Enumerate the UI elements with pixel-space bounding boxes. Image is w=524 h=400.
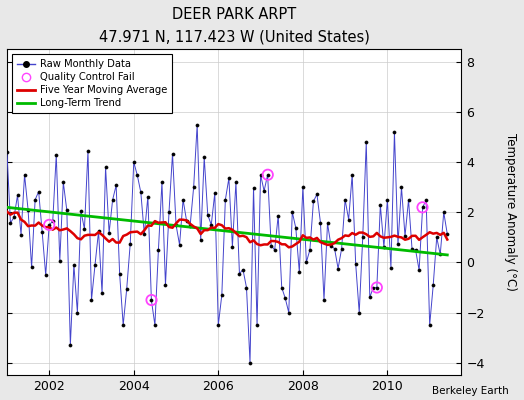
Point (264, 172, 272, 178)
Legend: Raw Monthly Data, Quality Control Fail, Five Year Moving Average, Long-Term Tren: Raw Monthly Data, Quality Control Fail, … (12, 54, 172, 114)
Point (147, 297, 156, 303)
Y-axis label: Temperature Anomaly (°C): Temperature Anomaly (°C) (504, 133, 517, 291)
Point (373, 284, 381, 291)
Point (418, 204, 427, 210)
Text: Berkeley Earth: Berkeley Earth (432, 386, 508, 396)
Title: DEER PARK ARPT
47.971 N, 117.423 W (United States): DEER PARK ARPT 47.971 N, 117.423 W (Unit… (99, 7, 369, 44)
Point (45, 222, 53, 228)
